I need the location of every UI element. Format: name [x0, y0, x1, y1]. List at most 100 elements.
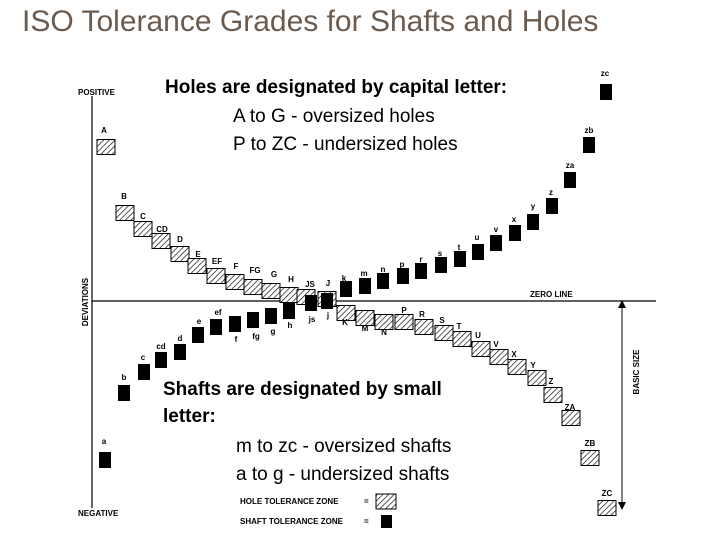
hole-zone	[561, 410, 581, 426]
hole-zone	[489, 349, 509, 365]
hole-zone	[151, 233, 171, 249]
shaft-grade-label: z	[549, 188, 553, 197]
hole-zone	[543, 387, 563, 403]
shaft-zone	[192, 327, 204, 343]
hole-zone	[597, 500, 617, 516]
hole-zone	[206, 268, 226, 284]
shaft-grade-label: js	[308, 315, 316, 324]
hole-grade-label: T	[457, 322, 462, 331]
shaft-grade-label: p	[400, 260, 405, 269]
shafts-heading: letter:	[163, 406, 216, 427]
shaft-zone	[509, 225, 521, 241]
shaft-grade-label: fg	[252, 332, 260, 341]
hole-grade-label: Z	[549, 377, 554, 386]
shaft-zone	[265, 308, 277, 324]
shaft-grade-label: c	[141, 353, 146, 362]
zero-line-label: ZERO LINE	[530, 290, 573, 299]
shaft-grade-label: k	[342, 274, 347, 283]
hole-zone	[225, 274, 245, 290]
shaft-zone	[99, 452, 111, 468]
hole-zone	[170, 246, 190, 262]
hole-zone	[133, 221, 153, 237]
shafts-line: a to g - undersized shafts	[236, 464, 449, 485]
shaft-zone	[564, 172, 576, 188]
hole-grade-label: C	[140, 212, 146, 221]
shaft-grade-label: u	[475, 233, 480, 242]
hole-zone	[243, 279, 263, 295]
hole-zone	[261, 283, 281, 299]
hole-zone	[187, 258, 207, 274]
shaft-zone	[340, 281, 352, 297]
hole-grade-label: ZB	[585, 439, 596, 448]
shaft-zone	[377, 273, 389, 289]
hole-grade-label: D	[177, 235, 183, 244]
shaft-zone	[321, 293, 333, 309]
hole-grade-label: V	[493, 340, 499, 349]
shaft-grade-label: g	[271, 327, 276, 336]
holes-heading: Holes are designated by capital letter:	[165, 77, 507, 98]
shaft-grade-label: zb	[585, 126, 594, 135]
hole-grade-label: J	[326, 279, 330, 288]
hole-grade-label: B	[121, 192, 127, 201]
shaft-grade-label: ef	[214, 308, 221, 317]
shaft-grade-label: m	[360, 269, 367, 278]
shaft-zone	[415, 263, 427, 279]
holes-line: P to ZC - undersized holes	[233, 134, 458, 155]
shaft-zone	[472, 244, 484, 260]
shaft-zone	[283, 303, 295, 319]
hole-zone	[434, 325, 454, 341]
shaft-grade-label: y	[531, 202, 536, 211]
hole-zone	[96, 139, 116, 155]
legend-symbol: =	[364, 497, 369, 506]
hole-zone	[336, 305, 356, 321]
hole-zone	[414, 319, 434, 335]
legend-label: HOLE TOLERANCE ZONE	[240, 497, 339, 506]
hole-grade-label: H	[288, 275, 294, 284]
hole-grade-label: K	[342, 318, 348, 327]
hole-grade-label: FG	[249, 266, 260, 275]
shaft-grade-label: cd	[156, 342, 165, 351]
hole-grade-label: ZC	[602, 489, 613, 498]
shaft-grade-label: e	[197, 317, 202, 326]
shaft-zone	[435, 257, 447, 273]
legend-symbol: =	[364, 517, 369, 526]
shaft-grade-label: zc	[601, 69, 610, 78]
shaft-zone	[174, 344, 186, 360]
zones: A B C CD D E EF F FG G H JS J K M N P R S T U V X Y Z ZA ZB ZC a b c cd…	[96, 69, 617, 516]
hole-grade-label: E	[195, 250, 201, 259]
shaft-grade-label: d	[178, 334, 183, 343]
shaft-zone	[138, 364, 150, 380]
shaft-zone	[454, 251, 466, 267]
hole-zone	[115, 205, 135, 221]
shaft-grade-label: f	[235, 335, 238, 344]
hole-grade-label: ZA	[565, 403, 576, 412]
hole-zone	[507, 359, 527, 375]
hole-zone	[452, 331, 472, 347]
basic-size-label: BASIC SIZE	[632, 349, 641, 395]
deviations-label: DEVIATIONS	[81, 277, 90, 326]
negative-label: NEGATIVE	[78, 509, 119, 518]
shaft-grade-label: za	[566, 161, 575, 170]
hole-grade-label: R	[419, 310, 425, 319]
shaft-zone	[490, 235, 502, 251]
hole-zone	[355, 310, 375, 326]
hole-zone	[580, 450, 600, 466]
hole-grade-label: EF	[212, 257, 222, 266]
shaft-zone	[155, 352, 167, 368]
hole-grade-label: A	[101, 126, 107, 135]
positive-label: POSITIVE	[78, 88, 116, 97]
hole-zone	[374, 314, 394, 330]
shafts-heading: Shafts are designated by small	[163, 379, 442, 400]
hole-zone	[527, 370, 547, 386]
shaft-zone	[546, 198, 558, 214]
shaft-grade-label: j	[326, 311, 329, 320]
hole-grade-label: JS	[305, 280, 315, 289]
shaft-zone	[397, 268, 409, 284]
hole-grade-label: S	[439, 316, 445, 325]
shaft-grade-label: s	[438, 249, 443, 258]
shaft-grade-label: x	[512, 215, 517, 224]
legend-label: SHAFT TOLERANCE ZONE	[240, 517, 344, 526]
shafts-line: m to zc - oversized shafts	[236, 436, 451, 457]
hole-zone	[394, 314, 414, 330]
shaft-grade-label: h	[288, 321, 293, 330]
